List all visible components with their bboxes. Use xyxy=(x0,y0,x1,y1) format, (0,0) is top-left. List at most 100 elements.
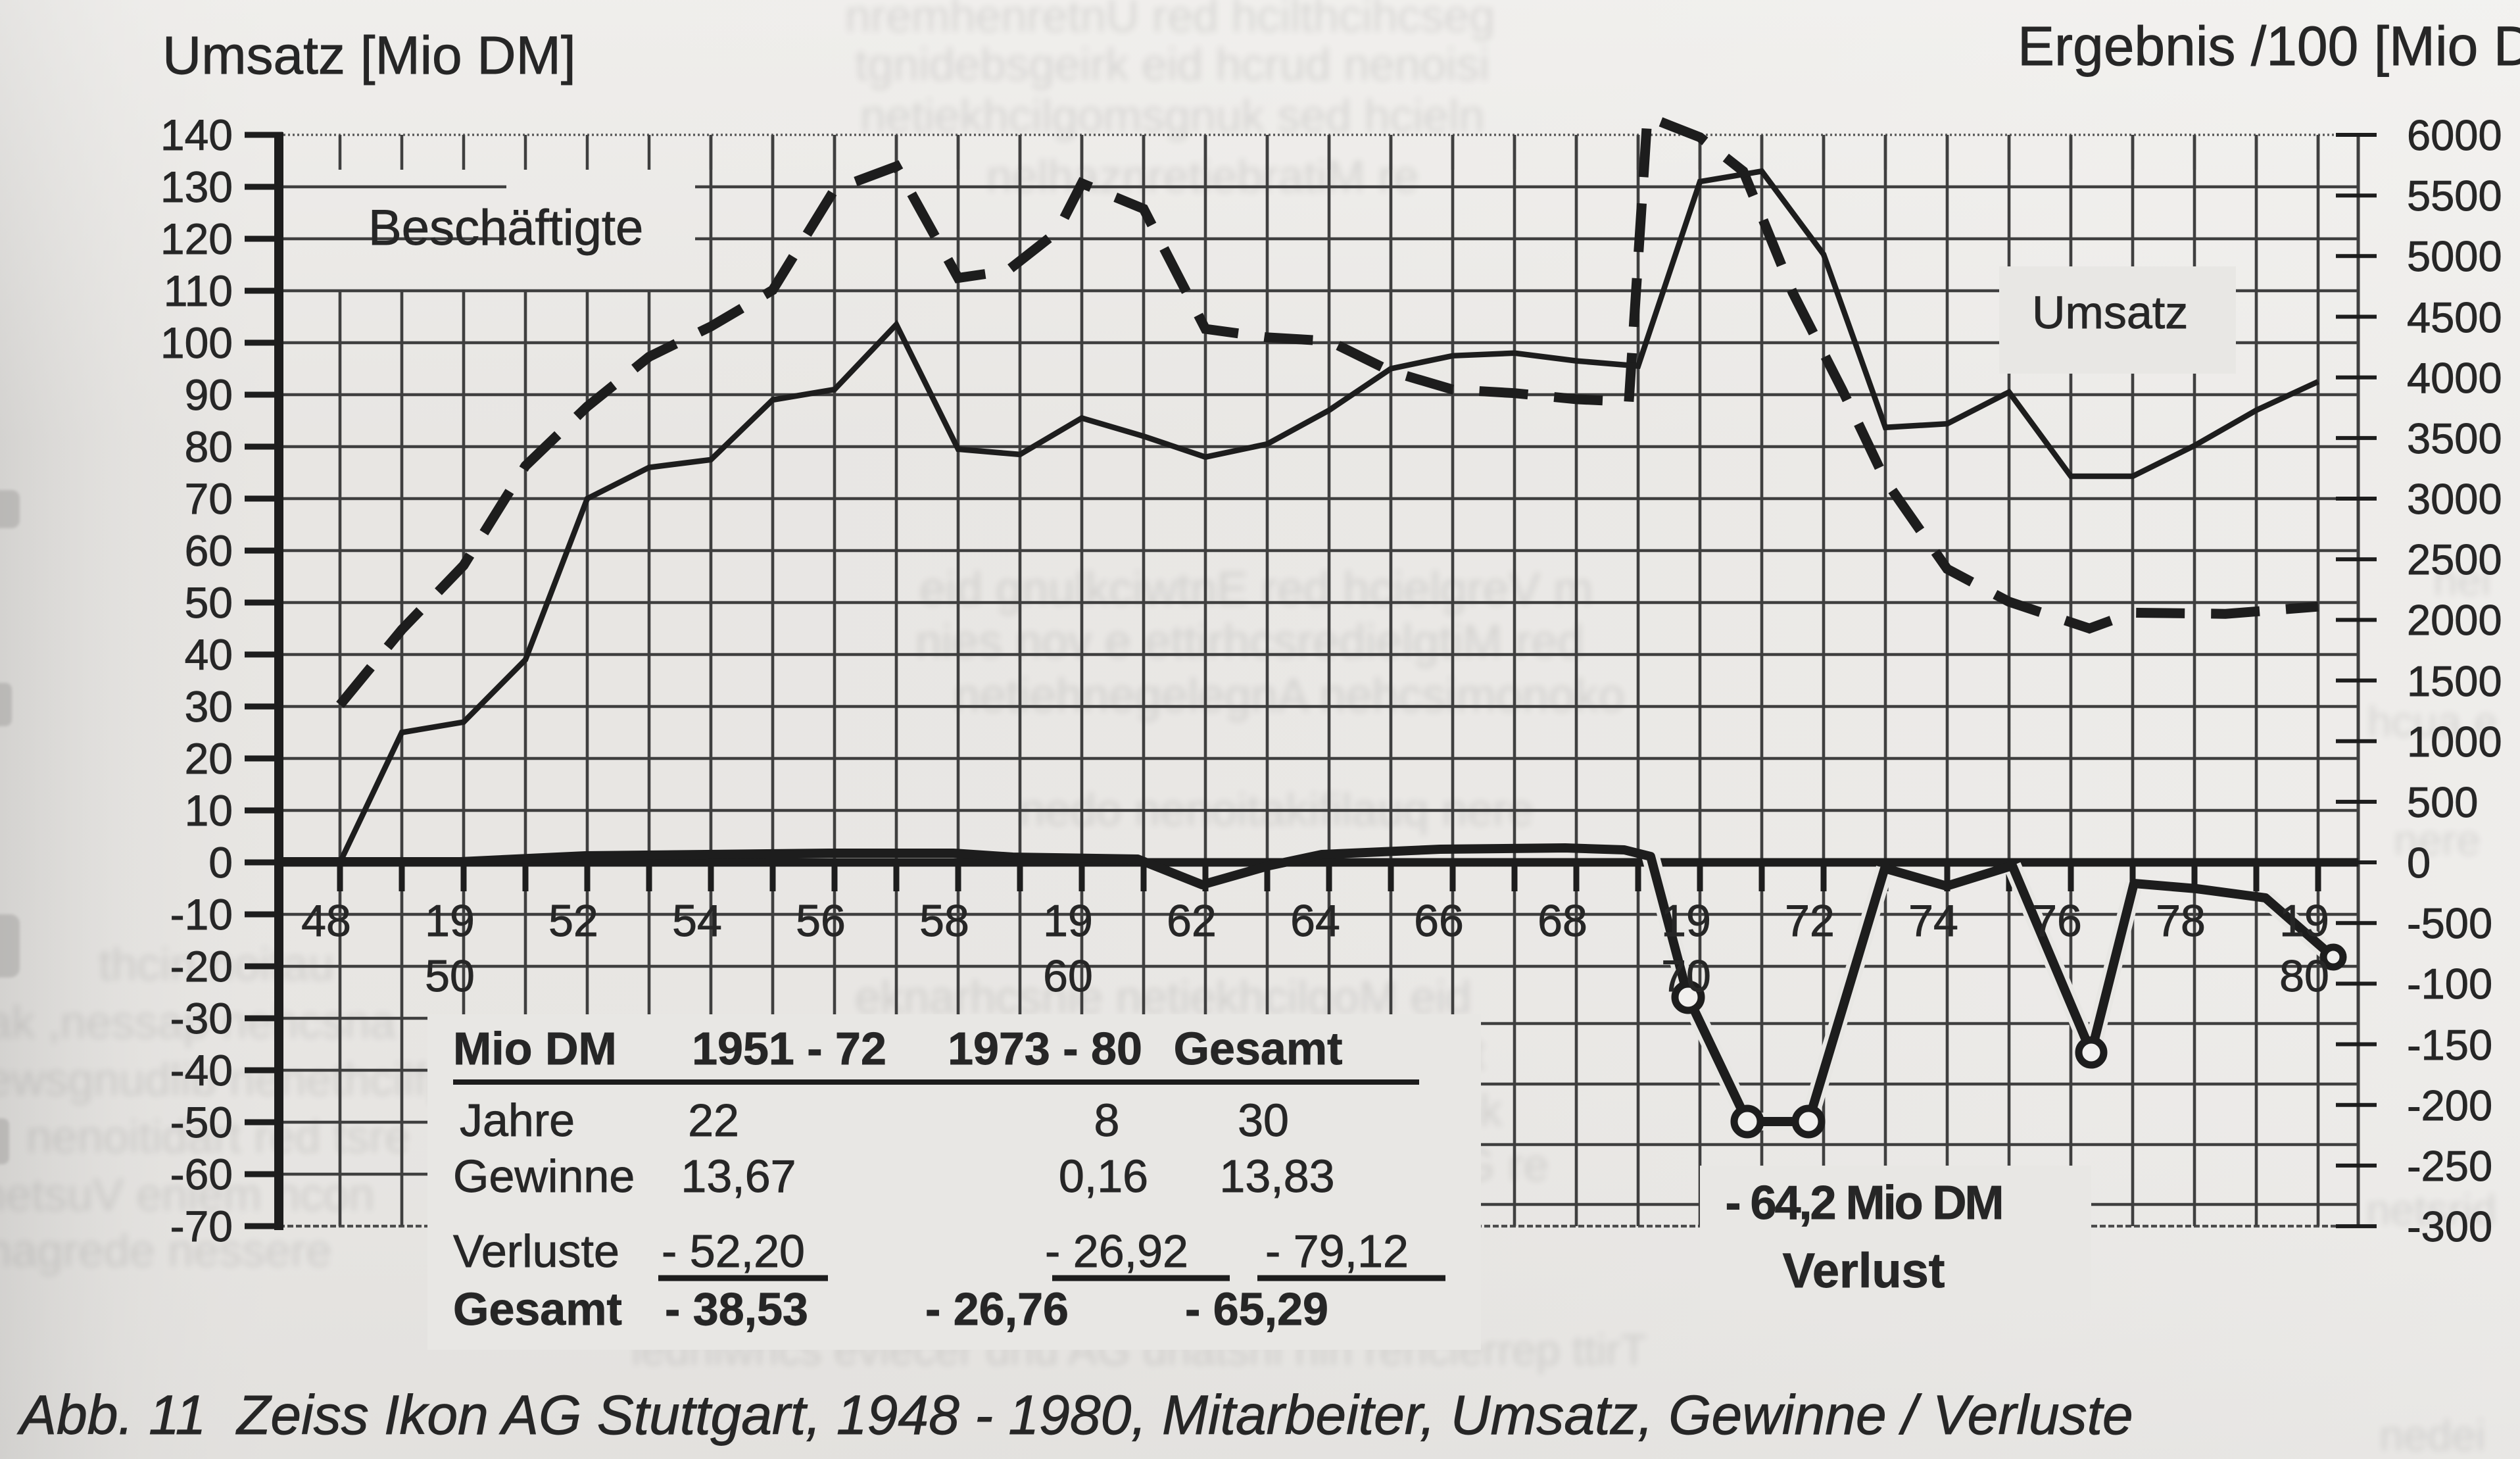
svg-text:5000: 5000 xyxy=(2407,232,2502,280)
svg-text:2000: 2000 xyxy=(2407,596,2502,644)
svg-text:nremhenretnU red hcilthcihcseg: nremhenretnU red hcilthcihcseg xyxy=(845,0,1495,41)
svg-text:52: 52 xyxy=(548,896,598,946)
svg-text:50: 50 xyxy=(185,578,233,627)
svg-text:56: 56 xyxy=(796,896,846,946)
svg-text:0: 0 xyxy=(208,838,233,887)
svg-text:nedei: nedei xyxy=(2379,1411,2486,1459)
svg-text:4500: 4500 xyxy=(2407,293,2502,341)
svg-text:netiekhcilgomsgnuk sed hcieln: netiekhcilgomsgnuk sed hcieln xyxy=(860,90,1484,141)
svg-text:13,83: 13,83 xyxy=(1219,1150,1334,1202)
svg-text:110: 110 xyxy=(164,266,233,315)
svg-text:Mio DM: Mio DM xyxy=(453,1023,617,1074)
svg-text:10: 10 xyxy=(185,786,233,835)
svg-text:78: 78 xyxy=(2156,896,2206,946)
svg-text:-150: -150 xyxy=(2407,1021,2492,1069)
svg-text:netsrid: netsrid xyxy=(2366,1185,2496,1234)
svg-text:3500: 3500 xyxy=(2407,414,2502,462)
svg-text:60: 60 xyxy=(185,526,233,575)
svg-text:0: 0 xyxy=(2407,839,2431,887)
svg-text:30: 30 xyxy=(1238,1095,1289,1146)
svg-text:100: 100 xyxy=(160,318,233,367)
svg-text:40: 40 xyxy=(185,630,233,679)
svg-text:netiehnegelegnA nehcsimonoko: netiehnegelegnA nehcsimonoko xyxy=(954,670,1625,722)
svg-text:nelhaznretiebratiM re: nelhaznretiebratiM re xyxy=(986,151,1419,202)
svg-text:Beschäftigte: Beschäftigte xyxy=(368,200,643,256)
svg-text:gewsgnudlib nenethcilfp: gewsgnudlib nenethcilfp xyxy=(0,1054,452,1105)
svg-text:5500: 5500 xyxy=(2407,172,2502,220)
svg-text:80: 80 xyxy=(2279,951,2329,1001)
svg-text:66: 66 xyxy=(1414,896,1464,946)
svg-text:-30: -30 xyxy=(170,994,233,1043)
svg-text:70: 70 xyxy=(185,474,233,523)
svg-text:gnagrede nessere: gnagrede nessere xyxy=(0,1225,331,1276)
svg-text:-10: -10 xyxy=(170,890,233,939)
svg-text:22: 22 xyxy=(688,1095,739,1146)
svg-text:140: 140 xyxy=(160,111,233,159)
svg-text:Abb. 11 Zeiss Ikon AG Stuttga: Abb. 11 Zeiss Ikon AG Stuttgart, 1948 - … xyxy=(16,1384,2133,1446)
svg-text:48: 48 xyxy=(301,896,351,946)
svg-text:3000: 3000 xyxy=(2407,475,2502,523)
svg-text:60: 60 xyxy=(1043,951,1093,1001)
svg-text:19: 19 xyxy=(1661,896,1711,946)
svg-text:eid gnulkciwtnE red hcielgreV: eid gnulkciwtnE red hcielgreV m xyxy=(919,563,1593,616)
svg-text:-50: -50 xyxy=(170,1098,233,1147)
svg-text:-60: -60 xyxy=(170,1150,233,1199)
svg-text:Gewinne: Gewinne xyxy=(453,1150,635,1202)
svg-text:netsuV eniem hcon: netsuV eniem hcon xyxy=(0,1169,374,1220)
svg-text:- 52,20: - 52,20 xyxy=(662,1225,805,1277)
svg-text:Umsatz [Mio DM]: Umsatz [Mio DM] xyxy=(162,26,576,86)
svg-text:19: 19 xyxy=(425,896,475,946)
svg-text:thcin noitau: thcin noitau xyxy=(99,939,334,990)
svg-text:0,16: 0,16 xyxy=(1059,1150,1148,1202)
svg-text:130: 130 xyxy=(160,162,233,211)
svg-text:1973 - 80: 1973 - 80 xyxy=(948,1023,1142,1074)
svg-text:68: 68 xyxy=(1538,896,1587,946)
svg-text:6000: 6000 xyxy=(2407,111,2502,159)
svg-text:- 64,2 Mio DM: - 64,2 Mio DM xyxy=(1725,1177,2002,1229)
svg-text:nak ,nessap nehcsna: nak ,nessap nehcsna xyxy=(0,997,396,1048)
svg-text:50: 50 xyxy=(425,951,475,1001)
svg-text:62: 62 xyxy=(1167,896,1217,946)
svg-text:20: 20 xyxy=(185,734,233,783)
svg-text:Umsatz: Umsatz xyxy=(2032,287,2188,338)
svg-text:19: 19 xyxy=(1043,896,1093,946)
svg-text:tgnidebsgeirk eid hcrud nenois: tgnidebsgeirk eid hcrud nenoisi xyxy=(855,39,1490,90)
svg-text:54: 54 xyxy=(672,896,722,946)
svg-text:Gesamt: Gesamt xyxy=(453,1283,622,1335)
svg-text:-100: -100 xyxy=(2407,960,2492,1008)
svg-text:Verluste: Verluste xyxy=(453,1225,619,1277)
svg-text:-200: -200 xyxy=(2407,1081,2492,1129)
svg-text:500: 500 xyxy=(2407,778,2478,826)
svg-text:-300: -300 xyxy=(2407,1202,2492,1250)
svg-text:64: 64 xyxy=(1290,896,1340,946)
svg-text:90: 90 xyxy=(185,370,233,419)
svg-text:nere: nere xyxy=(2394,816,2481,864)
svg-text:-500: -500 xyxy=(2407,899,2492,947)
svg-text:2500: 2500 xyxy=(2407,535,2502,583)
svg-text:- 38,53: - 38,53 xyxy=(665,1283,808,1335)
svg-text:Ergebnis /100 [Mio DM]: Ergebnis /100 [Mio DM] xyxy=(2018,15,2520,77)
svg-text:70: 70 xyxy=(1661,951,1711,1001)
svg-text:Jahre: Jahre xyxy=(460,1095,575,1146)
svg-text:80: 80 xyxy=(185,422,233,471)
svg-text:-250: -250 xyxy=(2407,1142,2492,1190)
svg-text:19: 19 xyxy=(2279,896,2329,946)
svg-text:-20: -20 xyxy=(170,942,233,991)
svg-text:nies nov e ettirhcsredielgtiM: nies nov e ettirhcsredielgtiM red xyxy=(915,616,1584,668)
svg-text:1951 - 72: 1951 - 72 xyxy=(692,1023,886,1074)
svg-text:-70: -70 xyxy=(170,1202,233,1250)
svg-text:1500: 1500 xyxy=(2407,657,2502,705)
svg-text:nei: nei xyxy=(2433,556,2491,605)
svg-text:Gesamt: Gesamt xyxy=(1174,1023,1343,1074)
svg-text:58: 58 xyxy=(919,896,969,946)
svg-text:13,67: 13,67 xyxy=(681,1150,796,1202)
svg-text:- 26,92: - 26,92 xyxy=(1045,1225,1188,1277)
svg-text:- 79,12: - 79,12 xyxy=(1265,1225,1409,1277)
svg-text:4000: 4000 xyxy=(2407,354,2502,402)
svg-text:- 26,76: - 26,76 xyxy=(925,1283,1069,1335)
svg-text:- 65,29: - 65,29 xyxy=(1185,1283,1328,1335)
svg-text:120: 120 xyxy=(160,214,233,263)
svg-text:30: 30 xyxy=(185,682,233,731)
svg-text:hcua e: hcua e xyxy=(2367,697,2498,746)
svg-text:8: 8 xyxy=(1094,1095,1120,1146)
